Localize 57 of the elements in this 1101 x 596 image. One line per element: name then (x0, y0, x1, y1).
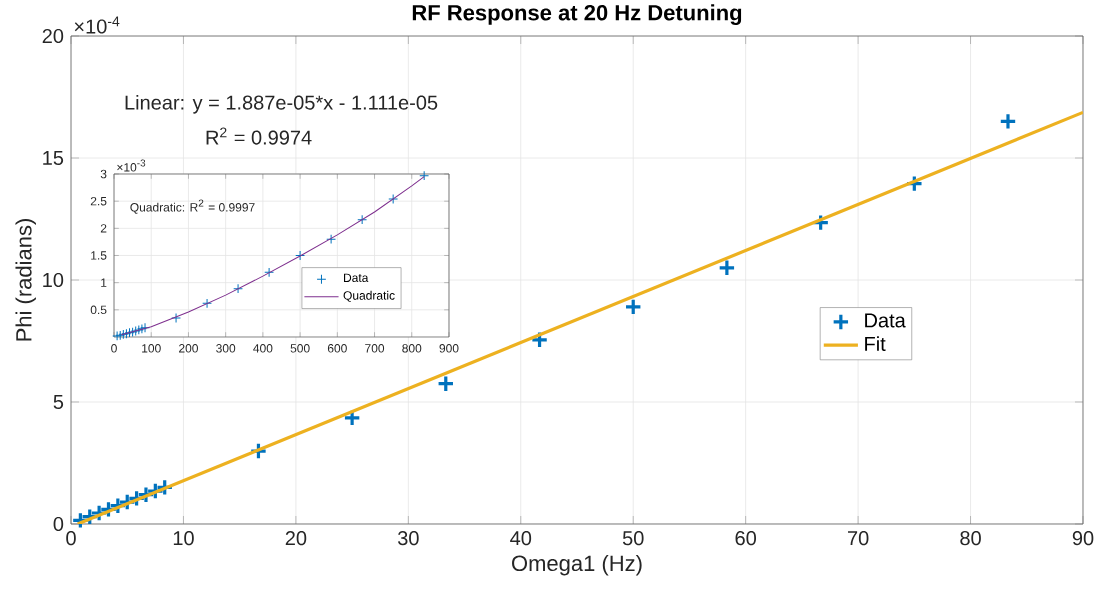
x-tick-label: 80 (960, 531, 981, 546)
y-tick-label: 1 (101, 278, 107, 287)
point (233, 283, 243, 294)
text: ×10$^{-4}$ (74, 16, 120, 34)
y-axis-title: Phi (radians) (15, 219, 36, 341)
legend-label: Fit (865, 336, 886, 351)
x-tick-label: 0 (66, 531, 76, 546)
x-tick-label: 600 (327, 344, 347, 353)
point (419, 170, 430, 181)
x-tick-label: 100 (142, 344, 161, 353)
annotation: Quadratic: R$^{2}$ = 0.9997 (130, 199, 255, 214)
point (388, 194, 399, 204)
point (436, 374, 455, 393)
y-tick-label: 20 (42, 28, 64, 44)
y-tick-label: 5 (53, 395, 64, 409)
line-series (120, 176, 425, 336)
point (202, 298, 212, 309)
x-tick-label: 40 (510, 531, 532, 546)
x-tick-label: 10 (173, 531, 194, 546)
point (718, 259, 736, 277)
point (326, 234, 337, 245)
point (264, 267, 274, 278)
x-tick-label: 900 (439, 344, 459, 353)
y-tick-label: 2.5 (90, 196, 107, 206)
x-tick-label: 400 (253, 344, 273, 353)
legend-label: Quadratic (343, 290, 395, 302)
y-tick-label: 15 (43, 151, 64, 165)
x-tick-label: 700 (365, 344, 385, 353)
x-tick-label: 90 (1072, 531, 1094, 546)
y-tick-label: 2 (100, 224, 107, 233)
x-tick-label: 50 (622, 531, 644, 546)
annotation: ×10$^{-3}$ (117, 159, 146, 172)
point (624, 298, 643, 316)
y-tick-label: 3 (100, 169, 107, 179)
point (295, 250, 305, 261)
x-tick-label: 200 (179, 344, 198, 353)
x-tick-label: 30 (397, 531, 419, 546)
x-tick-label: 0 (111, 344, 117, 353)
x-tick-label: 800 (402, 344, 422, 353)
y-tick-label: 0.5 (90, 305, 107, 315)
x-tick-label: 70 (848, 531, 869, 546)
legend-label: Data (344, 273, 369, 283)
x-tick-label: 20 (285, 531, 307, 546)
y-tick-label: 1.5 (91, 251, 107, 260)
point (999, 112, 1017, 131)
legend-label: Data (865, 313, 906, 328)
x-tick-label: 60 (735, 531, 757, 546)
y-tick-label: 10 (43, 272, 64, 288)
point (171, 313, 181, 323)
x-tick-label: 500 (290, 344, 310, 353)
x-tick-label: 300 (216, 344, 236, 353)
x-axis-title: Omega1 (Hz) (512, 554, 642, 576)
point (357, 214, 368, 225)
annotation: Linear: y = 1.887e-05*x - 1.111e-05 (125, 95, 438, 114)
annotation: R$^{2}$ = 0.9974 (206, 127, 312, 145)
y-tick-label: 0 (53, 516, 64, 532)
chart-title: RF Response at 20 Hz Detuning (412, 4, 742, 25)
